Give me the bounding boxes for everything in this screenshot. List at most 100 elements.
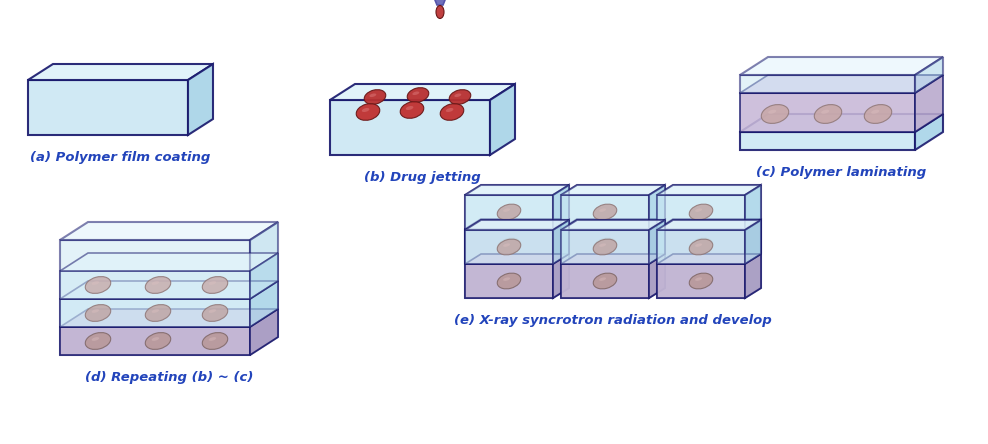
Polygon shape	[465, 185, 569, 195]
Polygon shape	[649, 185, 665, 263]
Polygon shape	[657, 229, 745, 263]
Ellipse shape	[203, 333, 227, 349]
Ellipse shape	[85, 333, 111, 349]
Polygon shape	[745, 185, 761, 229]
Ellipse shape	[151, 281, 159, 285]
Polygon shape	[649, 254, 665, 298]
Polygon shape	[740, 114, 943, 132]
Text: (a) Polymer film coating: (a) Polymer film coating	[31, 151, 210, 163]
Ellipse shape	[864, 105, 892, 123]
Polygon shape	[553, 220, 569, 264]
Ellipse shape	[145, 277, 171, 293]
Polygon shape	[561, 220, 665, 230]
Ellipse shape	[365, 90, 385, 104]
Ellipse shape	[593, 273, 617, 289]
Ellipse shape	[768, 110, 777, 114]
Polygon shape	[740, 75, 943, 93]
Polygon shape	[330, 84, 515, 100]
Polygon shape	[465, 195, 553, 229]
Polygon shape	[465, 254, 569, 264]
Polygon shape	[915, 114, 943, 150]
Ellipse shape	[599, 278, 606, 281]
Polygon shape	[60, 271, 250, 299]
Polygon shape	[745, 219, 761, 263]
Ellipse shape	[436, 5, 444, 19]
Text: (d) Repeating (b) ~ (c): (d) Repeating (b) ~ (c)	[85, 370, 253, 384]
Polygon shape	[745, 254, 761, 298]
Polygon shape	[745, 220, 761, 264]
Ellipse shape	[450, 90, 470, 104]
Polygon shape	[465, 219, 569, 229]
Polygon shape	[657, 220, 761, 230]
Polygon shape	[657, 230, 745, 264]
Polygon shape	[657, 264, 745, 298]
Ellipse shape	[446, 108, 453, 112]
Ellipse shape	[208, 309, 216, 313]
Ellipse shape	[497, 204, 521, 220]
Ellipse shape	[208, 337, 216, 341]
Polygon shape	[60, 222, 278, 240]
Polygon shape	[657, 195, 745, 263]
Ellipse shape	[871, 110, 879, 114]
Polygon shape	[60, 309, 278, 327]
Ellipse shape	[503, 278, 510, 281]
Text: (b) Drug jetting: (b) Drug jetting	[365, 170, 481, 183]
Ellipse shape	[599, 208, 606, 212]
Ellipse shape	[85, 305, 111, 321]
Ellipse shape	[821, 110, 829, 114]
Polygon shape	[657, 254, 761, 264]
Text: (c) Polymer laminating: (c) Polymer laminating	[757, 166, 927, 178]
Polygon shape	[657, 185, 761, 195]
Ellipse shape	[370, 94, 376, 97]
Polygon shape	[561, 185, 665, 195]
Polygon shape	[188, 64, 213, 135]
Polygon shape	[465, 195, 553, 263]
Ellipse shape	[762, 105, 788, 123]
Polygon shape	[657, 219, 761, 229]
Polygon shape	[561, 230, 649, 264]
Polygon shape	[60, 240, 250, 355]
Polygon shape	[561, 185, 665, 195]
Polygon shape	[649, 220, 665, 264]
Ellipse shape	[814, 105, 842, 123]
Ellipse shape	[503, 208, 510, 212]
Ellipse shape	[92, 281, 99, 285]
Polygon shape	[561, 219, 665, 229]
Ellipse shape	[441, 103, 463, 120]
Polygon shape	[740, 132, 915, 150]
Polygon shape	[657, 185, 761, 195]
Ellipse shape	[151, 337, 159, 341]
Ellipse shape	[454, 94, 461, 97]
Polygon shape	[915, 75, 943, 132]
Polygon shape	[561, 229, 649, 263]
Polygon shape	[433, 0, 447, 5]
Ellipse shape	[357, 103, 379, 120]
Polygon shape	[465, 220, 569, 230]
Polygon shape	[60, 327, 250, 355]
Polygon shape	[553, 219, 569, 263]
Polygon shape	[649, 220, 665, 298]
Polygon shape	[330, 100, 490, 155]
Polygon shape	[561, 254, 665, 264]
Ellipse shape	[497, 238, 521, 254]
Polygon shape	[649, 185, 665, 229]
Ellipse shape	[599, 242, 606, 246]
Ellipse shape	[362, 108, 370, 112]
Polygon shape	[657, 220, 761, 230]
Ellipse shape	[593, 204, 617, 220]
Polygon shape	[553, 254, 569, 298]
Ellipse shape	[593, 238, 617, 254]
Polygon shape	[60, 253, 278, 271]
Polygon shape	[60, 299, 250, 327]
Ellipse shape	[690, 238, 712, 254]
Ellipse shape	[696, 242, 702, 246]
Ellipse shape	[503, 242, 510, 246]
Polygon shape	[465, 185, 569, 195]
Ellipse shape	[92, 309, 99, 313]
Ellipse shape	[151, 309, 159, 313]
Polygon shape	[250, 222, 278, 355]
Ellipse shape	[145, 305, 171, 321]
Ellipse shape	[696, 208, 702, 212]
Ellipse shape	[208, 281, 216, 285]
Polygon shape	[553, 220, 569, 298]
